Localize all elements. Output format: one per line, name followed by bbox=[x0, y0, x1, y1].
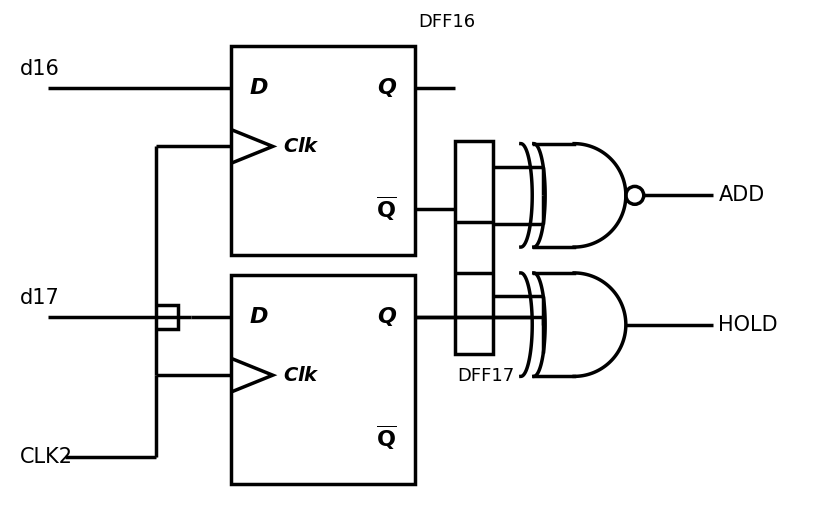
Text: d17: d17 bbox=[20, 288, 60, 308]
Text: $\bfit{D}$: $\bfit{D}$ bbox=[249, 307, 268, 327]
Text: CLK2: CLK2 bbox=[20, 447, 73, 467]
Bar bbox=[231, 275, 415, 484]
Text: DFF16: DFF16 bbox=[418, 13, 475, 31]
Text: $\mathbf{\overline{Q}}$: $\mathbf{\overline{Q}}$ bbox=[376, 424, 397, 452]
Text: DFF17: DFF17 bbox=[458, 368, 515, 385]
Bar bbox=[231, 46, 415, 255]
Text: d16: d16 bbox=[20, 59, 60, 79]
Bar bbox=[455, 140, 493, 355]
Text: HOLD: HOLD bbox=[718, 315, 778, 335]
Text: ADD: ADD bbox=[718, 185, 764, 205]
Text: $\bfit{D}$: $\bfit{D}$ bbox=[249, 78, 268, 98]
Text: $\bfit{Clk}$: $\bfit{Clk}$ bbox=[282, 137, 319, 156]
Text: $\mathbf{\overline{Q}}$: $\mathbf{\overline{Q}}$ bbox=[376, 195, 397, 223]
Text: $\bfit{Q}$: $\bfit{Q}$ bbox=[377, 76, 397, 99]
Text: $\bfit{Q}$: $\bfit{Q}$ bbox=[377, 305, 397, 328]
Text: $\bfit{Clk}$: $\bfit{Clk}$ bbox=[282, 366, 319, 385]
